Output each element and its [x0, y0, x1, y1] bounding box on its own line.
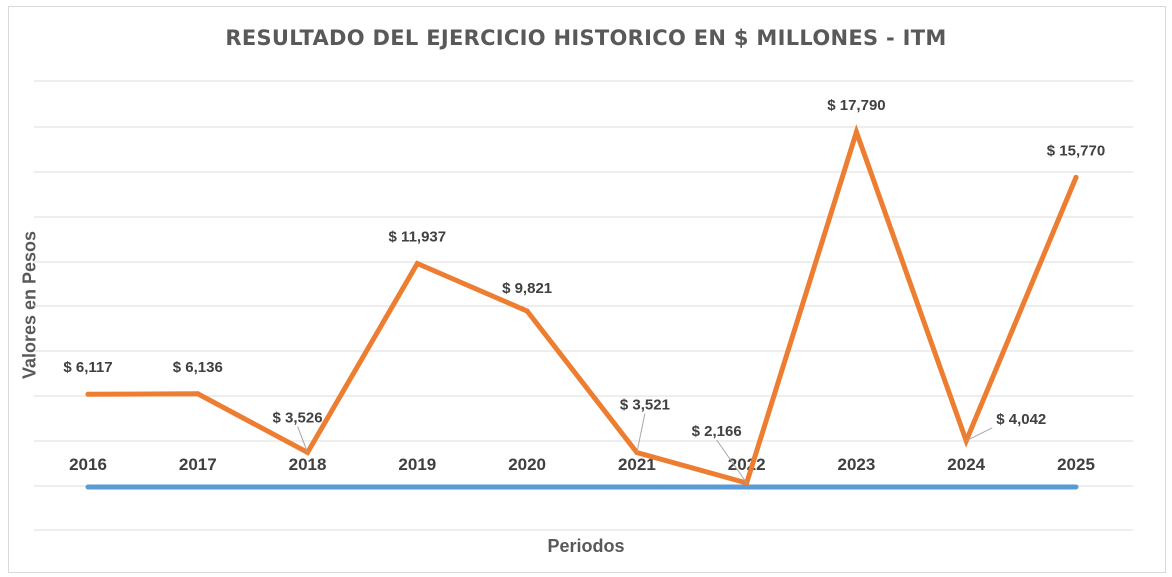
data-label: $ 11,937	[389, 228, 447, 245]
data-point	[524, 308, 530, 314]
data-label: $ 17,790	[827, 97, 885, 114]
data-label: $ 6,136	[173, 359, 223, 376]
data-point	[85, 391, 91, 397]
x-tick-label: 2020	[508, 455, 546, 474]
leader-line	[716, 439, 748, 484]
data-label: $ 3,521	[620, 397, 670, 414]
x-tick-label: 2019	[398, 455, 436, 474]
x-tick-label: 2017	[179, 455, 217, 474]
data-point	[853, 129, 859, 135]
data-label: $ 3,526	[273, 409, 323, 426]
data-label: $ 2,166	[692, 423, 742, 440]
chart-frame	[8, 6, 1166, 573]
data-label: $ 4,042	[996, 411, 1046, 428]
x-tick-label: 2018	[289, 455, 327, 474]
leader-line	[636, 413, 646, 453]
data-label: $ 15,770	[1047, 142, 1105, 159]
data-label: $ 9,821	[502, 280, 552, 297]
data-point	[1073, 174, 1079, 180]
x-tick-label: 2025	[1057, 455, 1095, 474]
x-tick-label: 2021	[618, 455, 656, 474]
leader-line	[965, 427, 993, 442]
data-point	[414, 260, 420, 266]
series-line	[85, 124, 1079, 487]
x-axis-label: Periodos	[547, 536, 625, 556]
data-label: $ 6,117	[63, 359, 112, 376]
leader-line	[297, 426, 309, 453]
data-point	[195, 391, 201, 397]
x-tick-label: 2023	[838, 455, 876, 474]
x-tick-label: 2024	[947, 455, 985, 474]
chart-title: RESULTADO DEL EJERCICIO HISTORICO EN $ M…	[225, 26, 947, 50]
x-tick-label: 2016	[69, 455, 107, 474]
